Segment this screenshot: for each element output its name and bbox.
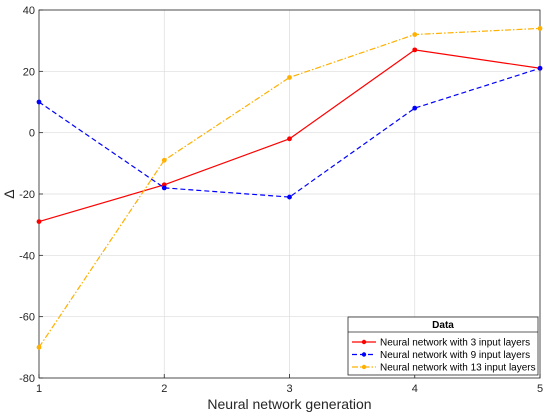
data-point [537,65,543,71]
data-point [412,32,418,37]
x-tick-label: 2 [161,383,167,395]
x-tick-label: 5 [537,383,543,395]
x-tick-label: 4 [412,383,418,395]
legend-entry-label: Neural network with 9 input layers [380,350,530,361]
legend-marker [361,364,367,370]
data-point [36,99,42,105]
data-point [537,26,543,31]
y-tick-label: 0 [29,128,35,140]
series-line [38,67,541,198]
y-tick-label: 20 [23,66,35,78]
legend-entry-label: Neural network with 13 input layers [380,363,536,374]
y-tick-label: -20 [19,189,35,201]
axis-ticks: 1 2 3 4 5 -80 -60 -40 -20 0 20 40 [19,5,543,395]
y-tick-label: -80 [19,373,35,385]
y-tick-label: -40 [19,250,35,262]
data-point [412,47,418,53]
data-point [36,344,42,350]
legend-marker [361,339,367,345]
data-point [36,219,42,225]
legend-entry-label: Neural network with 3 input layers [380,338,530,349]
x-tick-label: 1 [36,383,42,395]
y-axis-label: Δ [1,189,17,198]
data-point [287,194,292,200]
legend-marker [361,352,367,357]
x-axis-label: Neural network generation [207,396,371,412]
grid-lines [38,9,541,379]
legend-title: Data [432,320,454,331]
data-point [412,105,418,111]
series-lines [36,26,543,350]
data-point [161,185,167,191]
y-tick-label: -60 [19,312,35,324]
legend-box [347,316,539,376]
series-line [38,27,541,348]
y-tick-label: 40 [23,5,35,17]
data-point [287,75,292,80]
x-tick-label: 3 [286,383,292,395]
data-point [287,136,292,142]
data-point [161,157,167,163]
legend: Data Neural network with 3 input layersN… [347,316,539,376]
